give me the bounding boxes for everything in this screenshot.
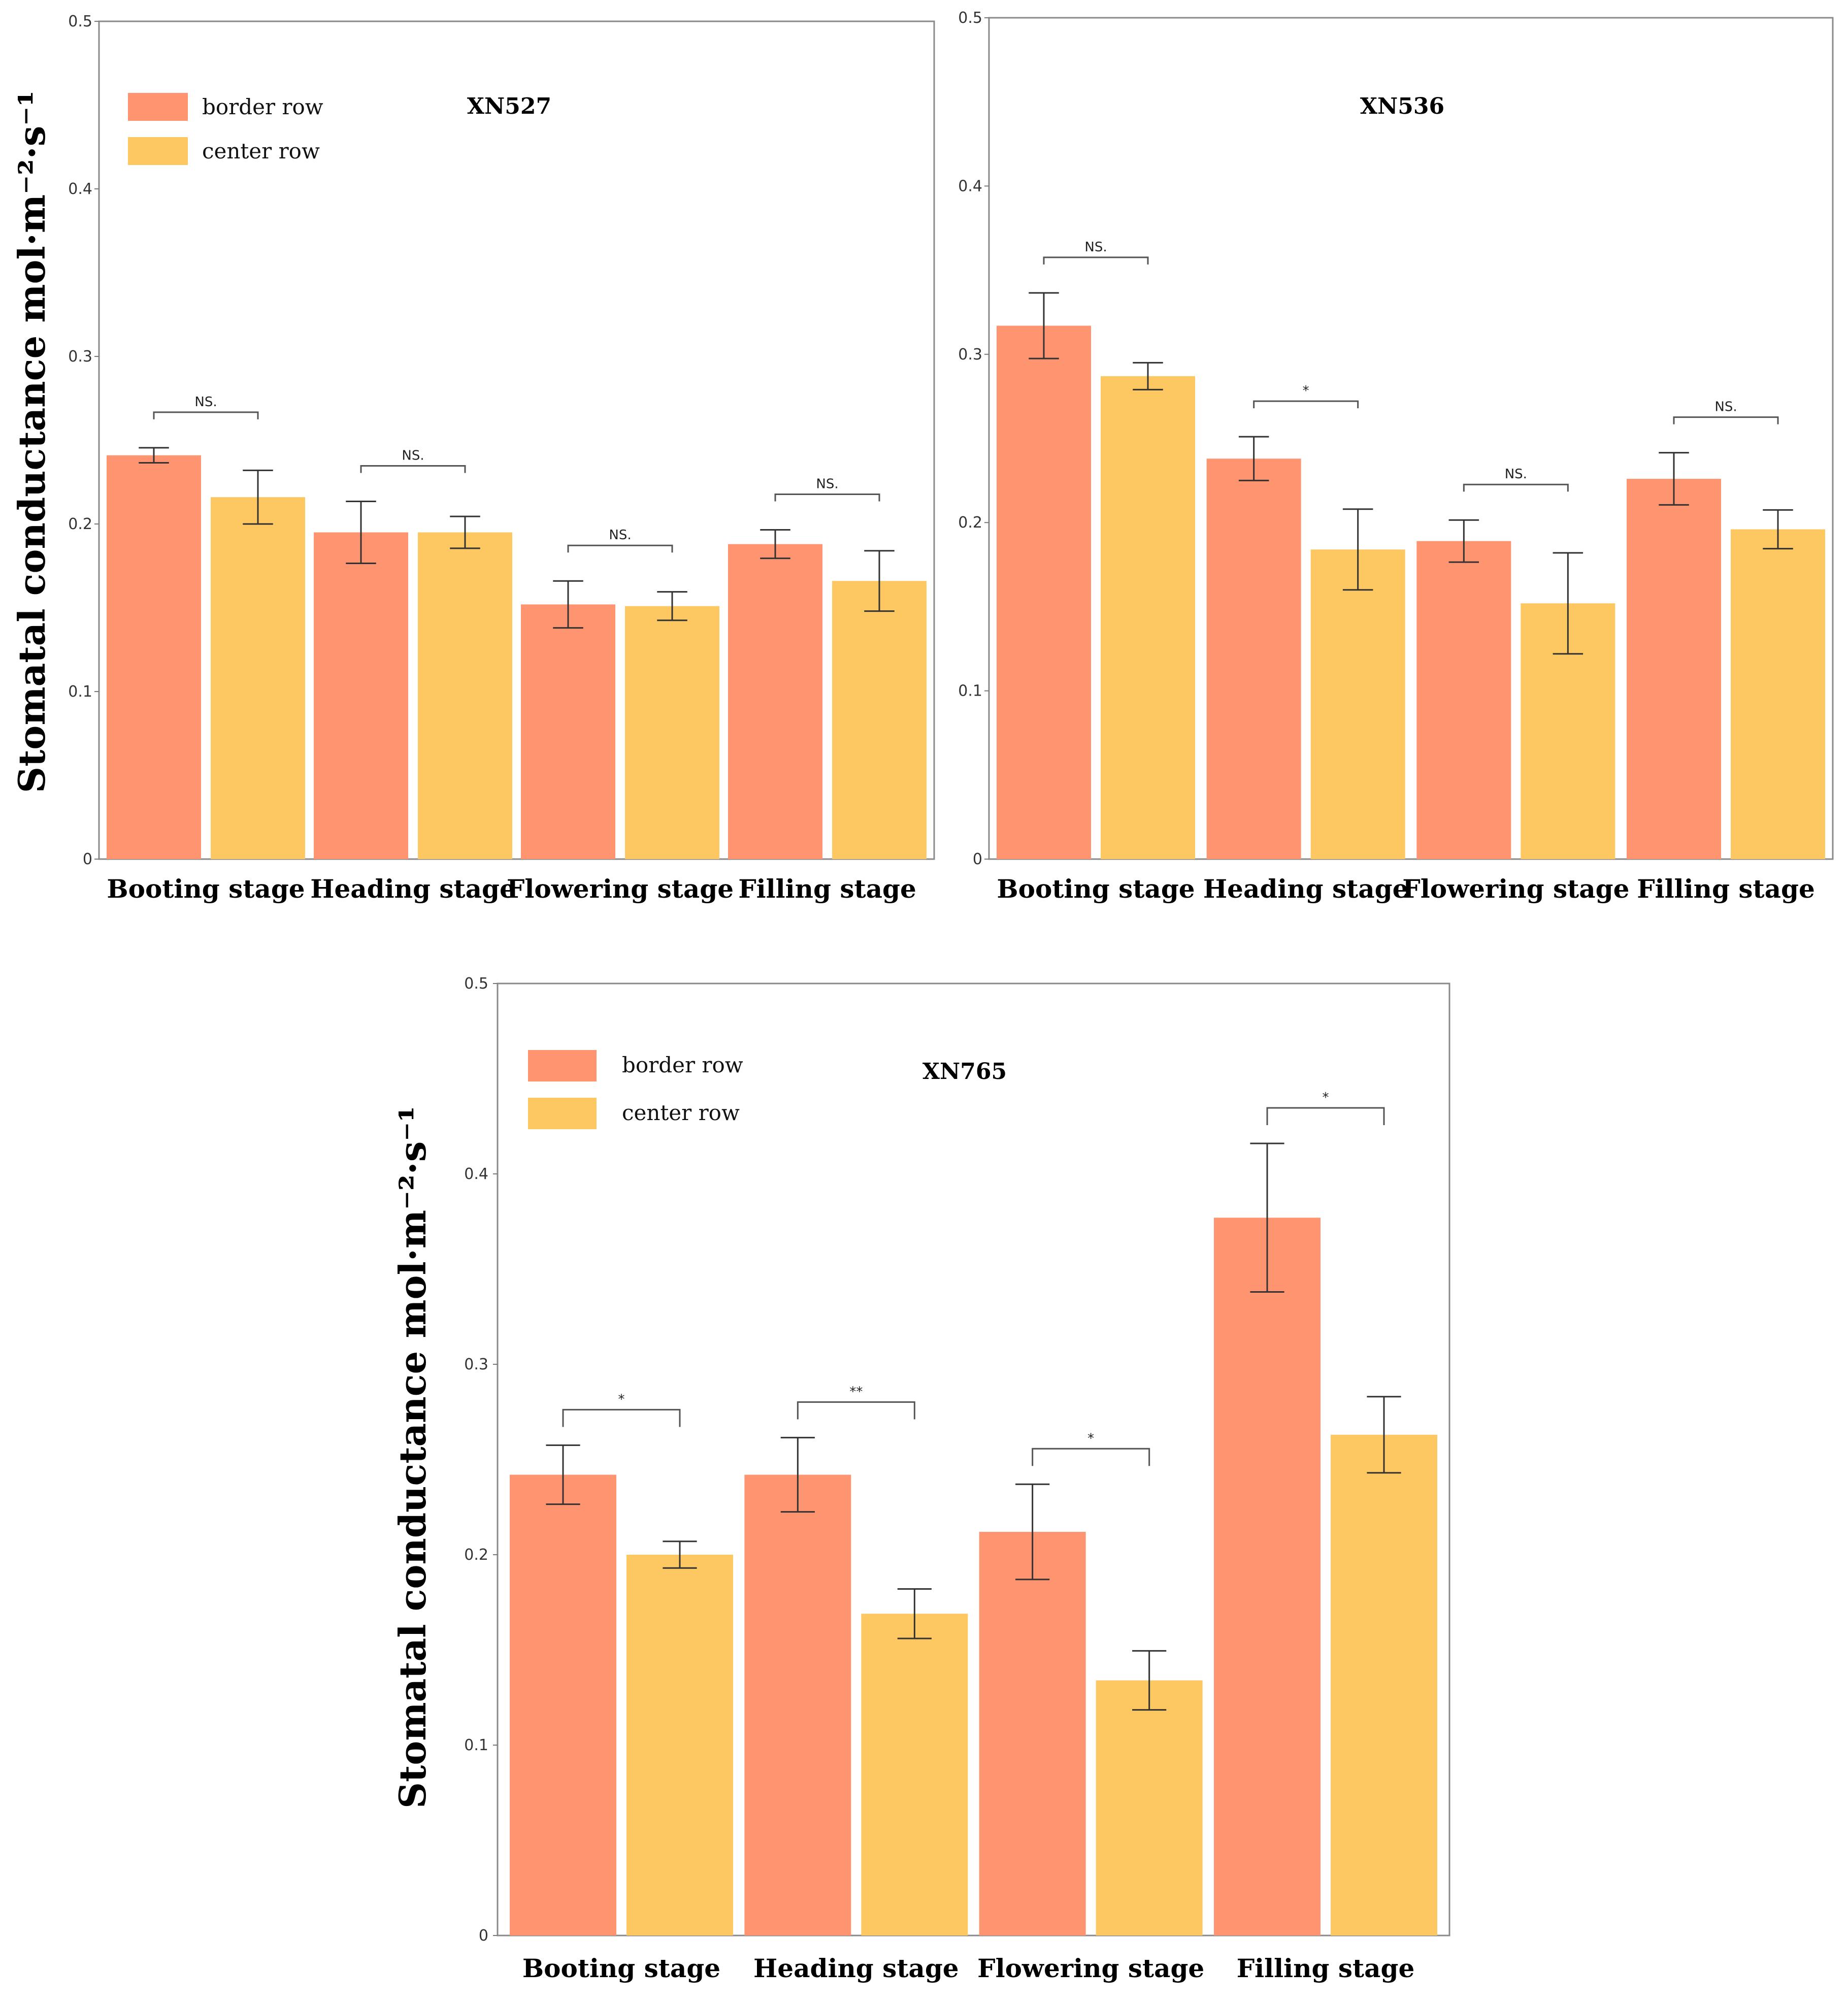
x-category-label: Booting stage xyxy=(997,874,1195,904)
y-tick-label: 0.3 xyxy=(464,1356,488,1373)
legend-swatch-center-row xyxy=(128,137,188,165)
significance-label: * xyxy=(1323,1090,1329,1105)
significance-bracket xyxy=(1253,400,1359,409)
chart-title: XN765 xyxy=(922,1059,1007,1085)
significance-bracket xyxy=(1032,1448,1150,1466)
x-category-label: Filling stage xyxy=(1637,874,1815,904)
bar-center-row xyxy=(832,581,927,859)
y-tick-label: 0.2 xyxy=(68,515,92,533)
legend-label-center-row: center row xyxy=(202,139,320,163)
chart-title: XN527 xyxy=(467,93,551,119)
x-category-label: Heading stage xyxy=(310,874,516,904)
y-tick-label: 0 xyxy=(973,850,982,868)
chart-title: XN536 xyxy=(1360,93,1444,119)
significance-label: NS. xyxy=(402,448,424,463)
y-tick-label: 0.3 xyxy=(68,348,92,366)
plot-frame xyxy=(98,20,935,860)
significance-bracket xyxy=(153,411,259,419)
plot-frame xyxy=(988,17,1834,860)
significance-bracket xyxy=(1043,256,1149,265)
significance-bracket xyxy=(1463,483,1569,492)
y-tick-label: 0.4 xyxy=(464,1165,488,1183)
legend-swatch-border-row xyxy=(128,93,188,121)
x-category-label: Booting stage xyxy=(522,1953,720,1983)
bar-border-row xyxy=(521,604,615,859)
significance-bracket xyxy=(774,494,880,502)
y-tick-label: 0.5 xyxy=(68,13,92,30)
x-category-label: Filling stage xyxy=(738,874,916,904)
significance-label: ** xyxy=(849,1384,863,1399)
significance-bracket xyxy=(562,1408,681,1427)
significance-label: NS. xyxy=(194,395,217,410)
y-tick-label: 0.2 xyxy=(958,514,982,532)
significance-label: NS. xyxy=(1505,467,1527,482)
bar-border-row xyxy=(107,455,201,859)
bar-border-row xyxy=(510,1474,616,1936)
bar-center-row xyxy=(625,606,719,859)
legend-label-center-row: center row xyxy=(622,1100,740,1125)
y-tick-label: 0.5 xyxy=(464,975,488,993)
significance-label: NS. xyxy=(816,477,838,492)
significance-bracket xyxy=(1673,416,1779,424)
y-tick-label: 0.1 xyxy=(464,1736,488,1754)
legend-swatch-center-row xyxy=(528,1098,597,1129)
y-axis-label: Stomatal conductance mol·m⁻²·s⁻¹ xyxy=(391,1106,434,1809)
bar-border-row xyxy=(744,1474,851,1936)
y-tick-label: 0.5 xyxy=(958,9,982,27)
y-tick-label: 0 xyxy=(83,850,92,868)
y-tick-label: 0.4 xyxy=(68,180,92,198)
y-tick-label: 0.1 xyxy=(958,682,982,700)
significance-bracket xyxy=(797,1401,915,1420)
chart-panel-xn536: 0 0.1 0.2 0.3 0.4 0.5 NS. Booting stage * Heading… xyxy=(958,9,1834,904)
bar-border-row xyxy=(728,544,822,859)
bar-center-row xyxy=(626,1555,733,1936)
legend-swatch-border-row xyxy=(528,1050,597,1081)
x-category-label: Heading stage xyxy=(753,1953,959,1983)
bar-border-row xyxy=(1214,1218,1321,1936)
bar-border-row xyxy=(1627,479,1721,859)
bar-border-row xyxy=(314,532,408,859)
y-tick-label: 0.4 xyxy=(958,177,982,195)
bar-border-row xyxy=(1206,458,1301,859)
bar-center-row xyxy=(1096,1680,1203,1936)
plot-frame xyxy=(497,982,1450,1937)
significance-bracket xyxy=(360,465,466,473)
significance-label: * xyxy=(618,1392,625,1407)
chart-panel-xn527: 0 0.1 0.2 0.3 0.4 0.5 NS. Booting stage NS. Headi… xyxy=(10,13,935,904)
bar-center-row xyxy=(1101,376,1195,859)
y-tick-label: 0 xyxy=(479,1927,488,1945)
y-axis-label: Stomatal conductance mol·m⁻²·s⁻¹ xyxy=(10,90,53,793)
significance-label: * xyxy=(1303,383,1309,399)
chart-panel-xn765: 00.10.20.30.40.5*Booting stage**Heading … xyxy=(391,975,1450,1983)
y-tick-label: 0.3 xyxy=(958,346,982,364)
x-category-label: Flowering stage xyxy=(507,874,734,904)
bar-center-row xyxy=(1310,549,1405,859)
significance-bracket xyxy=(567,544,673,553)
y-tick-label: 0.1 xyxy=(68,683,92,701)
bar-border-row xyxy=(1416,541,1511,859)
x-category-label: Booting stage xyxy=(107,874,305,904)
significance-label: NS. xyxy=(609,528,631,543)
significance-label: NS. xyxy=(1084,240,1107,255)
bar-center-row xyxy=(861,1614,968,1936)
x-category-label: Filling stage xyxy=(1237,1953,1415,1983)
x-category-label: Heading stage xyxy=(1203,874,1409,904)
bar-border-row xyxy=(979,1532,1086,1936)
significance-label: * xyxy=(1087,1431,1094,1446)
bar-center-row xyxy=(1731,529,1825,859)
bar-center-row xyxy=(211,497,305,859)
bar-border-row xyxy=(997,325,1091,860)
y-tick-label: 0.2 xyxy=(464,1546,488,1564)
x-category-label: Flowering stage xyxy=(977,1953,1204,1983)
significance-label: NS. xyxy=(1714,400,1737,415)
legend-label-border-row: border row xyxy=(202,94,323,119)
bar-center-row xyxy=(418,532,512,859)
x-category-label: Flowering stage xyxy=(1402,874,1629,904)
bar-center-row xyxy=(1331,1434,1437,1936)
significance-bracket xyxy=(1266,1107,1385,1125)
legend-label-border-row: border row xyxy=(622,1053,743,1077)
